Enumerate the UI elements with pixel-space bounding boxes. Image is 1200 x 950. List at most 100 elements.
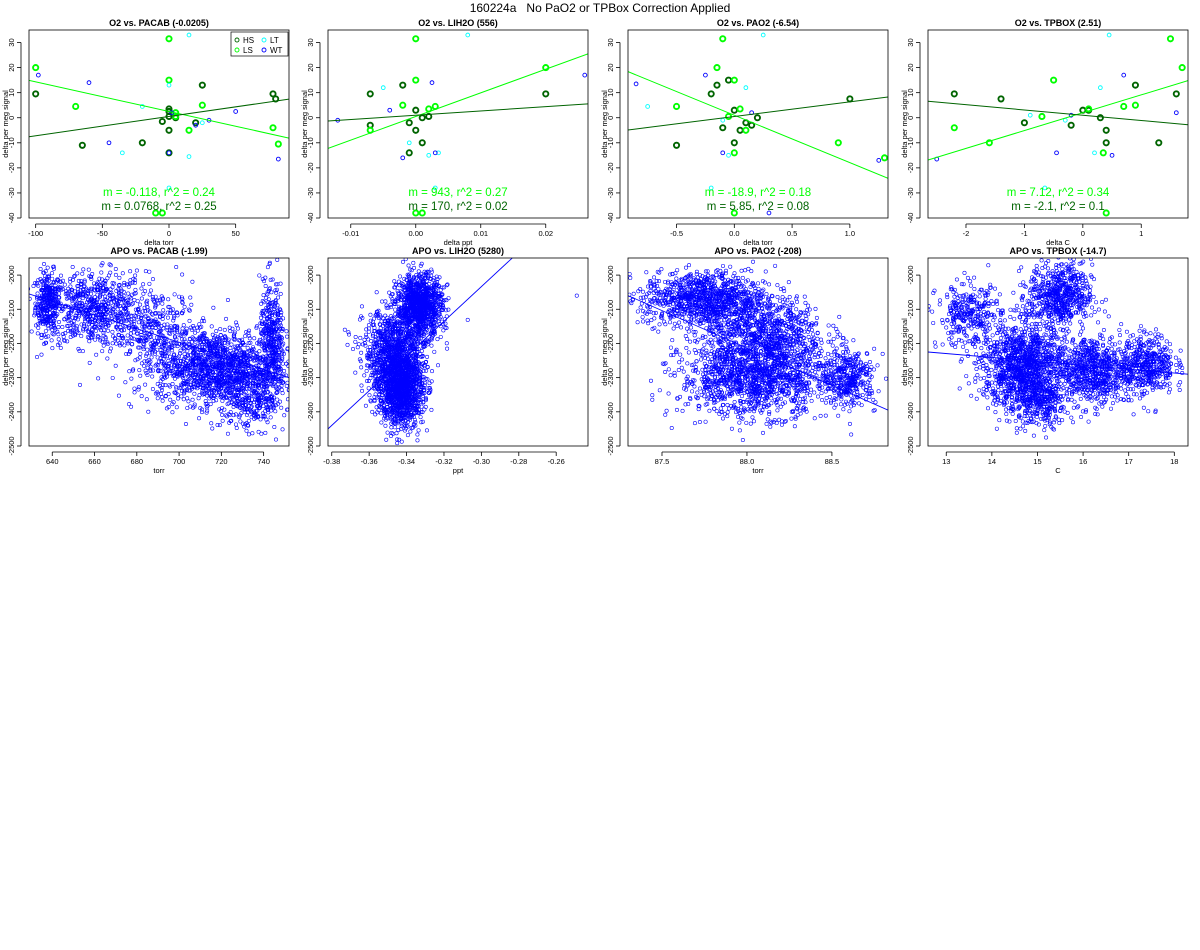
- data-point: [138, 302, 143, 307]
- data-point: [150, 277, 155, 282]
- data-point-HS: [399, 81, 407, 89]
- data-point: [285, 334, 289, 339]
- data-point: [138, 351, 143, 356]
- chart-title: O2 vs. TPBOX (2.51): [1015, 18, 1102, 28]
- data-point: [272, 320, 277, 325]
- data-point: [39, 335, 44, 340]
- data-point: [186, 374, 191, 379]
- data-point: [168, 331, 173, 336]
- data-point: [175, 364, 180, 369]
- data-point: [116, 315, 121, 320]
- data-point: [109, 306, 114, 311]
- data-point: [172, 362, 177, 367]
- data-point: [82, 284, 87, 289]
- data-point: [156, 339, 161, 344]
- data-point: [193, 348, 198, 353]
- data-point: [63, 303, 68, 308]
- data-point: [206, 374, 211, 379]
- data-point: [195, 325, 200, 330]
- data-point: [174, 341, 179, 346]
- data-point: [234, 365, 239, 370]
- data-point: [77, 293, 82, 298]
- data-point: [156, 311, 161, 316]
- data-point: [118, 286, 123, 291]
- data-point: [139, 313, 144, 318]
- data-point: [172, 330, 177, 335]
- data-point: [293, 373, 296, 376]
- data-point: [182, 381, 187, 386]
- y-tick-label: -30: [606, 188, 615, 199]
- data-point-HS: [707, 90, 715, 98]
- data-point: [190, 386, 195, 391]
- data-point: [106, 328, 111, 333]
- data-point: [407, 272, 412, 277]
- data-point: [126, 341, 131, 346]
- regression-line: [928, 100, 1188, 126]
- data-point: [434, 322, 439, 327]
- data-point: [230, 387, 235, 392]
- data-point-HS: [753, 114, 761, 122]
- data-point-WT: [193, 122, 199, 128]
- data-point: [235, 369, 240, 374]
- data-point: [161, 308, 166, 313]
- plot-data: [628, 32, 888, 217]
- data-point: [124, 339, 129, 344]
- data-point: [226, 368, 231, 373]
- data-point: [55, 329, 60, 334]
- data-point: [106, 301, 111, 306]
- data-point: [197, 334, 202, 339]
- data-point: [168, 340, 173, 345]
- data-point: [258, 321, 263, 326]
- data-point-HS: [412, 126, 420, 134]
- data-point: [78, 288, 83, 293]
- y-tick-label: 0: [906, 116, 915, 120]
- y-tick-label: 10: [906, 88, 915, 96]
- data-point: [225, 431, 230, 436]
- data-point: [396, 279, 401, 284]
- data-point: [271, 403, 276, 408]
- data-point: [185, 348, 190, 353]
- data-point: [132, 318, 137, 323]
- data-point-HS: [950, 90, 958, 98]
- data-point: [243, 399, 248, 404]
- x-tick-label: -1: [1021, 229, 1028, 238]
- data-point: [199, 366, 204, 371]
- y-tick-label: 10: [7, 88, 16, 96]
- data-point: [220, 350, 225, 355]
- data-point: [46, 292, 51, 297]
- data-point: [92, 325, 97, 330]
- data-point: [119, 288, 124, 293]
- data-point: [39, 313, 44, 318]
- data-point: [172, 292, 177, 297]
- data-point: [210, 353, 215, 358]
- data-point: [137, 355, 142, 360]
- data-point-LS: [880, 154, 888, 162]
- y-tick-label: -40: [606, 213, 615, 224]
- data-point: [268, 415, 273, 420]
- data-point: [213, 365, 218, 370]
- data-point: [94, 282, 99, 287]
- data-point: [214, 329, 219, 334]
- data-point: [170, 381, 175, 386]
- data-point: [85, 292, 90, 297]
- data-point: [246, 328, 251, 333]
- data-point: [240, 340, 245, 345]
- data-point: [95, 292, 100, 297]
- data-point: [256, 429, 261, 434]
- data-point: [273, 375, 278, 380]
- data-point: [257, 349, 262, 354]
- data-point: [203, 401, 208, 406]
- data-point: [238, 343, 243, 348]
- fit-annotation: m = 7.12, r^2 = 0.34: [1007, 187, 1110, 199]
- data-point: [66, 311, 71, 316]
- data-point: [164, 374, 169, 379]
- data-point: [219, 385, 224, 390]
- data-point: [419, 349, 424, 354]
- data-point: [418, 263, 423, 268]
- data-point: [49, 283, 54, 288]
- data-point: [72, 273, 77, 278]
- data-point: [41, 288, 46, 293]
- data-point: [144, 335, 149, 340]
- data-point: [100, 299, 105, 304]
- data-point: [249, 409, 254, 414]
